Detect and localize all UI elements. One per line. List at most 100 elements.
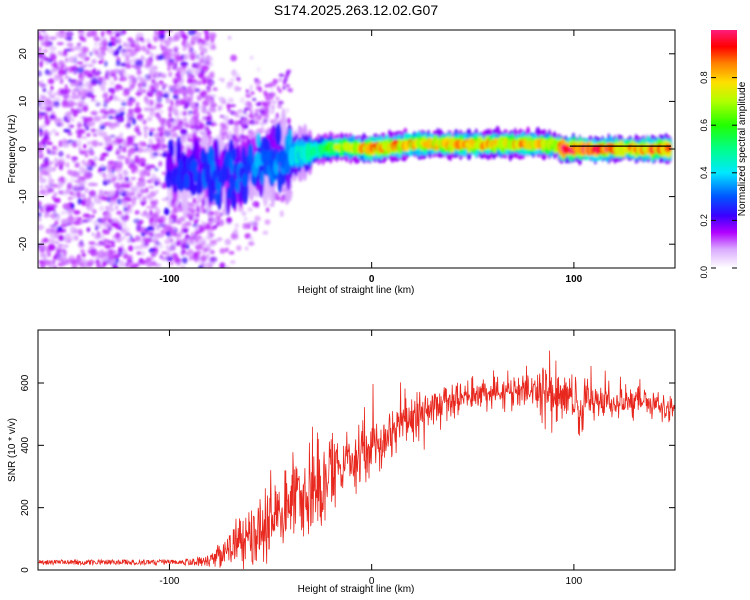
transition-blob — [195, 118, 200, 125]
noise-blob — [38, 201, 42, 206]
noise-blob — [47, 71, 53, 77]
noise-blob — [126, 258, 133, 264]
transition-blob — [237, 108, 244, 114]
noise-blob — [178, 87, 186, 94]
colorbar-gradient — [711, 30, 737, 268]
noise-blob — [201, 208, 206, 214]
noise-blob — [60, 223, 67, 228]
noise-blob — [86, 133, 91, 137]
noise-blob — [74, 184, 78, 189]
noise-blob — [40, 124, 47, 129]
noise-blob — [150, 52, 155, 58]
snr-y-tick-label: 200 — [20, 499, 31, 516]
noise-blob — [92, 67, 97, 74]
transition-blob — [177, 73, 182, 81]
noise-blob — [166, 128, 175, 133]
transition-blob — [220, 219, 224, 227]
noise-blob — [76, 66, 85, 74]
transition-blob — [225, 265, 231, 268]
noise-blob — [93, 197, 99, 203]
noise-blob — [120, 62, 127, 67]
transition-blob — [211, 211, 215, 215]
noise-blob — [97, 167, 102, 174]
transition-blob — [182, 228, 189, 234]
noise-blob — [151, 71, 160, 76]
noise-blob — [60, 176, 64, 180]
transition-blob — [209, 71, 215, 78]
transition-blob — [209, 232, 215, 238]
spectrogram-y-tick-label: 0 — [18, 146, 29, 152]
noise-blob — [155, 241, 161, 245]
transition-blob — [211, 122, 218, 126]
transition-blob — [230, 69, 238, 77]
noise-blob — [139, 36, 144, 41]
transition-blob — [176, 114, 180, 119]
transition-blob — [181, 242, 186, 248]
transition-blob — [168, 105, 173, 113]
transition-blob — [215, 283, 221, 286]
noise-blob — [102, 260, 107, 267]
noise-blob — [103, 239, 110, 243]
noise-blob — [122, 226, 130, 234]
noise-blob — [148, 217, 155, 224]
transition-blob — [182, 110, 187, 117]
noise-blob — [85, 125, 90, 131]
noise-blob — [56, 213, 61, 221]
transition-blob — [254, 215, 261, 222]
noise-blob — [43, 259, 51, 266]
transition-blob — [219, 262, 226, 268]
noise-blob — [102, 172, 106, 178]
transition-blob — [178, 290, 183, 294]
signal-ridge-blob — [287, 128, 293, 147]
noise-blob — [135, 225, 142, 230]
signal-ridge-blob — [197, 172, 203, 192]
noise-blob — [104, 212, 113, 219]
noise-blob — [39, 179, 47, 184]
transition-blob — [216, 221, 221, 227]
noise-blob — [50, 67, 58, 73]
transition-blob — [197, 273, 201, 278]
transition-blob — [282, 85, 287, 90]
transition-blob — [195, 325, 198, 330]
noise-blob — [159, 30, 166, 36]
transition-blob — [207, 142, 212, 146]
spectrogram-x-tick-label: 0 — [369, 274, 375, 285]
transition-blob — [193, 215, 197, 220]
noise-blob — [122, 30, 127, 35]
noise-blob — [153, 233, 159, 241]
noise-blob — [144, 132, 148, 139]
noise-blob — [134, 154, 140, 160]
transition-blob — [194, 309, 197, 315]
noise-blob — [172, 94, 179, 99]
transition-blob — [227, 35, 232, 40]
snr-x-ticks: -100 0 100 — [159, 330, 583, 587]
noise-blob — [181, 67, 187, 75]
noise-blob — [124, 171, 129, 176]
noise-blob — [93, 256, 97, 260]
noise-blob — [143, 107, 150, 112]
noise-blob — [126, 62, 131, 69]
colorbar: 0.0 0.2 0.4 0.6 0.8 Normalized spectral ampl… — [699, 30, 748, 279]
noise-blob — [55, 251, 60, 257]
noise-blob — [79, 77, 85, 81]
noise-blob — [163, 92, 169, 99]
transition-blob — [284, 74, 289, 79]
noise-blob — [156, 142, 161, 149]
transition-blob — [182, 31, 186, 37]
transition-blob — [245, 89, 250, 93]
noise-blob — [144, 74, 151, 79]
signal-ridge-blob — [214, 191, 222, 206]
noise-blob — [125, 42, 130, 49]
noise-blob — [136, 93, 141, 98]
noise-blob — [204, 30, 210, 37]
transition-blob — [243, 217, 248, 221]
noise-blob — [128, 192, 136, 196]
noise-blob — [99, 205, 105, 212]
transition-blob — [236, 245, 242, 251]
noise-blob — [135, 76, 144, 81]
noise-blob — [119, 187, 125, 193]
noise-blob — [187, 85, 192, 92]
transition-blob — [212, 303, 219, 309]
transition-blob — [182, 0, 189, 2]
transition-blob — [275, 96, 280, 101]
